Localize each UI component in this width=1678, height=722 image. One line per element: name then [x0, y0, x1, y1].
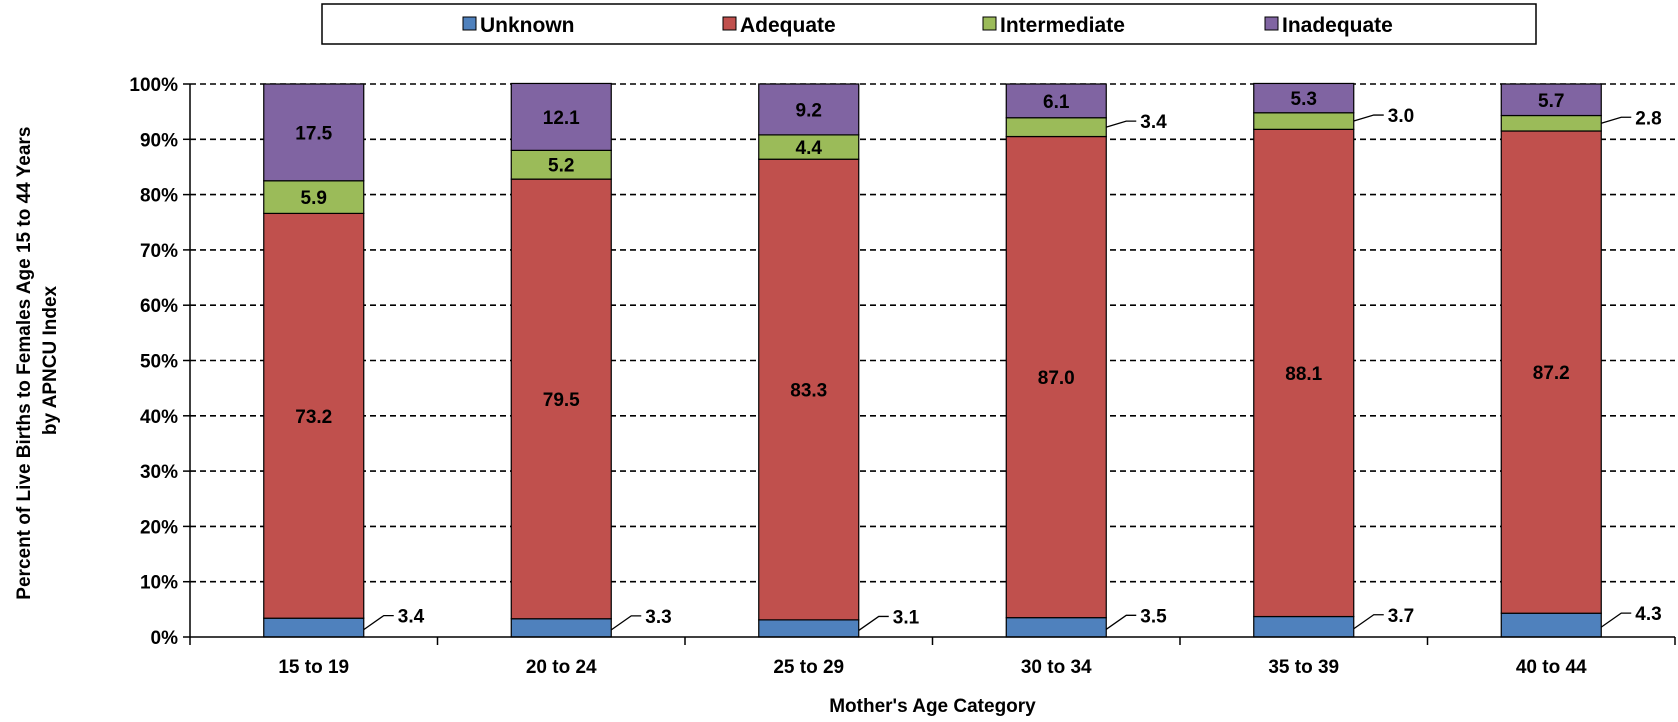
data-label: 3.1 [893, 607, 920, 628]
data-label: 4.3 [1635, 604, 1661, 625]
bar-adequate [263, 212, 365, 619]
data-label: 88.1 [1285, 364, 1322, 385]
bar-unknown [1253, 615, 1355, 638]
bar-adequate [1005, 135, 1107, 619]
leader-line [1353, 614, 1384, 630]
bar-inadequate [1500, 83, 1602, 117]
gridlines [190, 83, 1675, 583]
data-label: 79.5 [543, 390, 580, 411]
bar-intermediate [1253, 112, 1355, 130]
legend-item: Unknown [480, 14, 575, 37]
bar-intermediate [263, 180, 365, 215]
axes: 0% 10% 20% 30% 40% 50% 60% 70% 80% 90% 100% 15 to 1… [129, 75, 1676, 678]
y-tick-label: 100% [129, 75, 178, 96]
y-tick-label: 10% [140, 573, 178, 594]
legend-swatch [1264, 16, 1279, 31]
leader-line [363, 614, 394, 631]
data-label: 87.0 [1038, 368, 1075, 389]
data-label: 73.2 [295, 407, 332, 428]
leader-line [1106, 120, 1137, 128]
data-label: 4.4 [796, 138, 823, 159]
data-label: 3.7 [1388, 606, 1414, 627]
data-label: 12.1 [543, 108, 580, 129]
x-tick-label: 35 to 39 [1268, 657, 1339, 678]
y-tick-label: 30% [140, 462, 178, 483]
bar-unknown [758, 619, 860, 638]
data-label: 5.9 [301, 188, 327, 209]
bar-inadequate [1253, 82, 1355, 114]
data-label: 83.3 [790, 381, 827, 402]
y-tick-label: 90% [140, 130, 178, 151]
y-tick-label: 40% [140, 407, 178, 428]
data-label: 6.1 [1043, 92, 1070, 113]
bar-unknown [510, 618, 612, 638]
bar-inadequate [263, 83, 365, 182]
data-label: 3.3 [645, 607, 671, 628]
legend-swatch [982, 16, 997, 31]
bar-unknown [1500, 612, 1602, 638]
y-axis-title-line-2: by APNCU Index [40, 285, 61, 435]
leader-line [1353, 114, 1384, 122]
legend: Unknown Adequate Intermediate Inadequate [321, 3, 1537, 45]
bars [263, 82, 1602, 638]
x-axis-title: Mother's Age Category [829, 696, 1036, 717]
data-label: 3.4 [398, 607, 425, 628]
legend-item: Inadequate [1282, 14, 1393, 37]
y-tick-label: 50% [140, 352, 178, 373]
leader-line [1105, 614, 1137, 630]
leader-line [1600, 612, 1632, 628]
legend-item: Intermediate [1000, 14, 1125, 37]
y-axis-title: Percent of Live Births to Females Age 15… [14, 121, 61, 599]
data-label: 5.2 [548, 156, 574, 177]
data-labels: 3.4 73.2 5.9 17.5 3.3 79.5 5.2 12.1 3.1 83.3 4.4 9.… [295, 89, 1662, 631]
y-tick-label: 20% [140, 517, 178, 538]
bar-intermediate [1005, 117, 1107, 138]
data-label: 3.0 [1388, 106, 1414, 127]
bar-unknown [1005, 617, 1107, 638]
leader-line [1601, 116, 1632, 124]
x-tick-label: 20 to 24 [526, 657, 597, 678]
y-tick-label: 70% [140, 241, 178, 262]
y-tick-label: 60% [140, 296, 178, 317]
x-tick-label: 40 to 44 [1516, 657, 1587, 678]
legend-swatch [722, 16, 737, 31]
leader-line [610, 615, 642, 631]
data-label: 2.8 [1635, 108, 1661, 129]
bar-adequate [758, 158, 860, 621]
x-tick-label: 15 to 19 [278, 657, 349, 678]
legend-item: Adequate [740, 14, 836, 37]
leader-line [858, 615, 889, 631]
data-label: 17.5 [295, 123, 332, 144]
bar-inadequate [1005, 83, 1107, 119]
y-tick-label: 80% [140, 186, 178, 207]
y-tick-label: 0% [151, 628, 179, 649]
data-label: 3.5 [1140, 606, 1167, 627]
bar-intermediate [1500, 114, 1602, 132]
legend-box [321, 3, 1537, 45]
data-label: 87.2 [1533, 363, 1570, 384]
bar-intermediate [758, 134, 860, 160]
data-label: 9.2 [796, 100, 822, 121]
x-tick-label: 25 to 29 [773, 657, 844, 678]
data-label: 5.7 [1538, 91, 1564, 112]
bar-adequate [1500, 130, 1602, 614]
bar-inadequate [510, 82, 612, 151]
x-tick-label: 30 to 34 [1021, 657, 1092, 678]
bar-unknown [263, 617, 365, 638]
bar-adequate [1253, 128, 1355, 618]
data-label: 3.4 [1140, 112, 1167, 133]
y-axis-title-line-1: Percent of Live Births to Females Age 15… [14, 127, 35, 600]
legend-swatch [462, 16, 477, 31]
data-label: 5.3 [1291, 89, 1317, 110]
bar-inadequate [758, 83, 860, 136]
